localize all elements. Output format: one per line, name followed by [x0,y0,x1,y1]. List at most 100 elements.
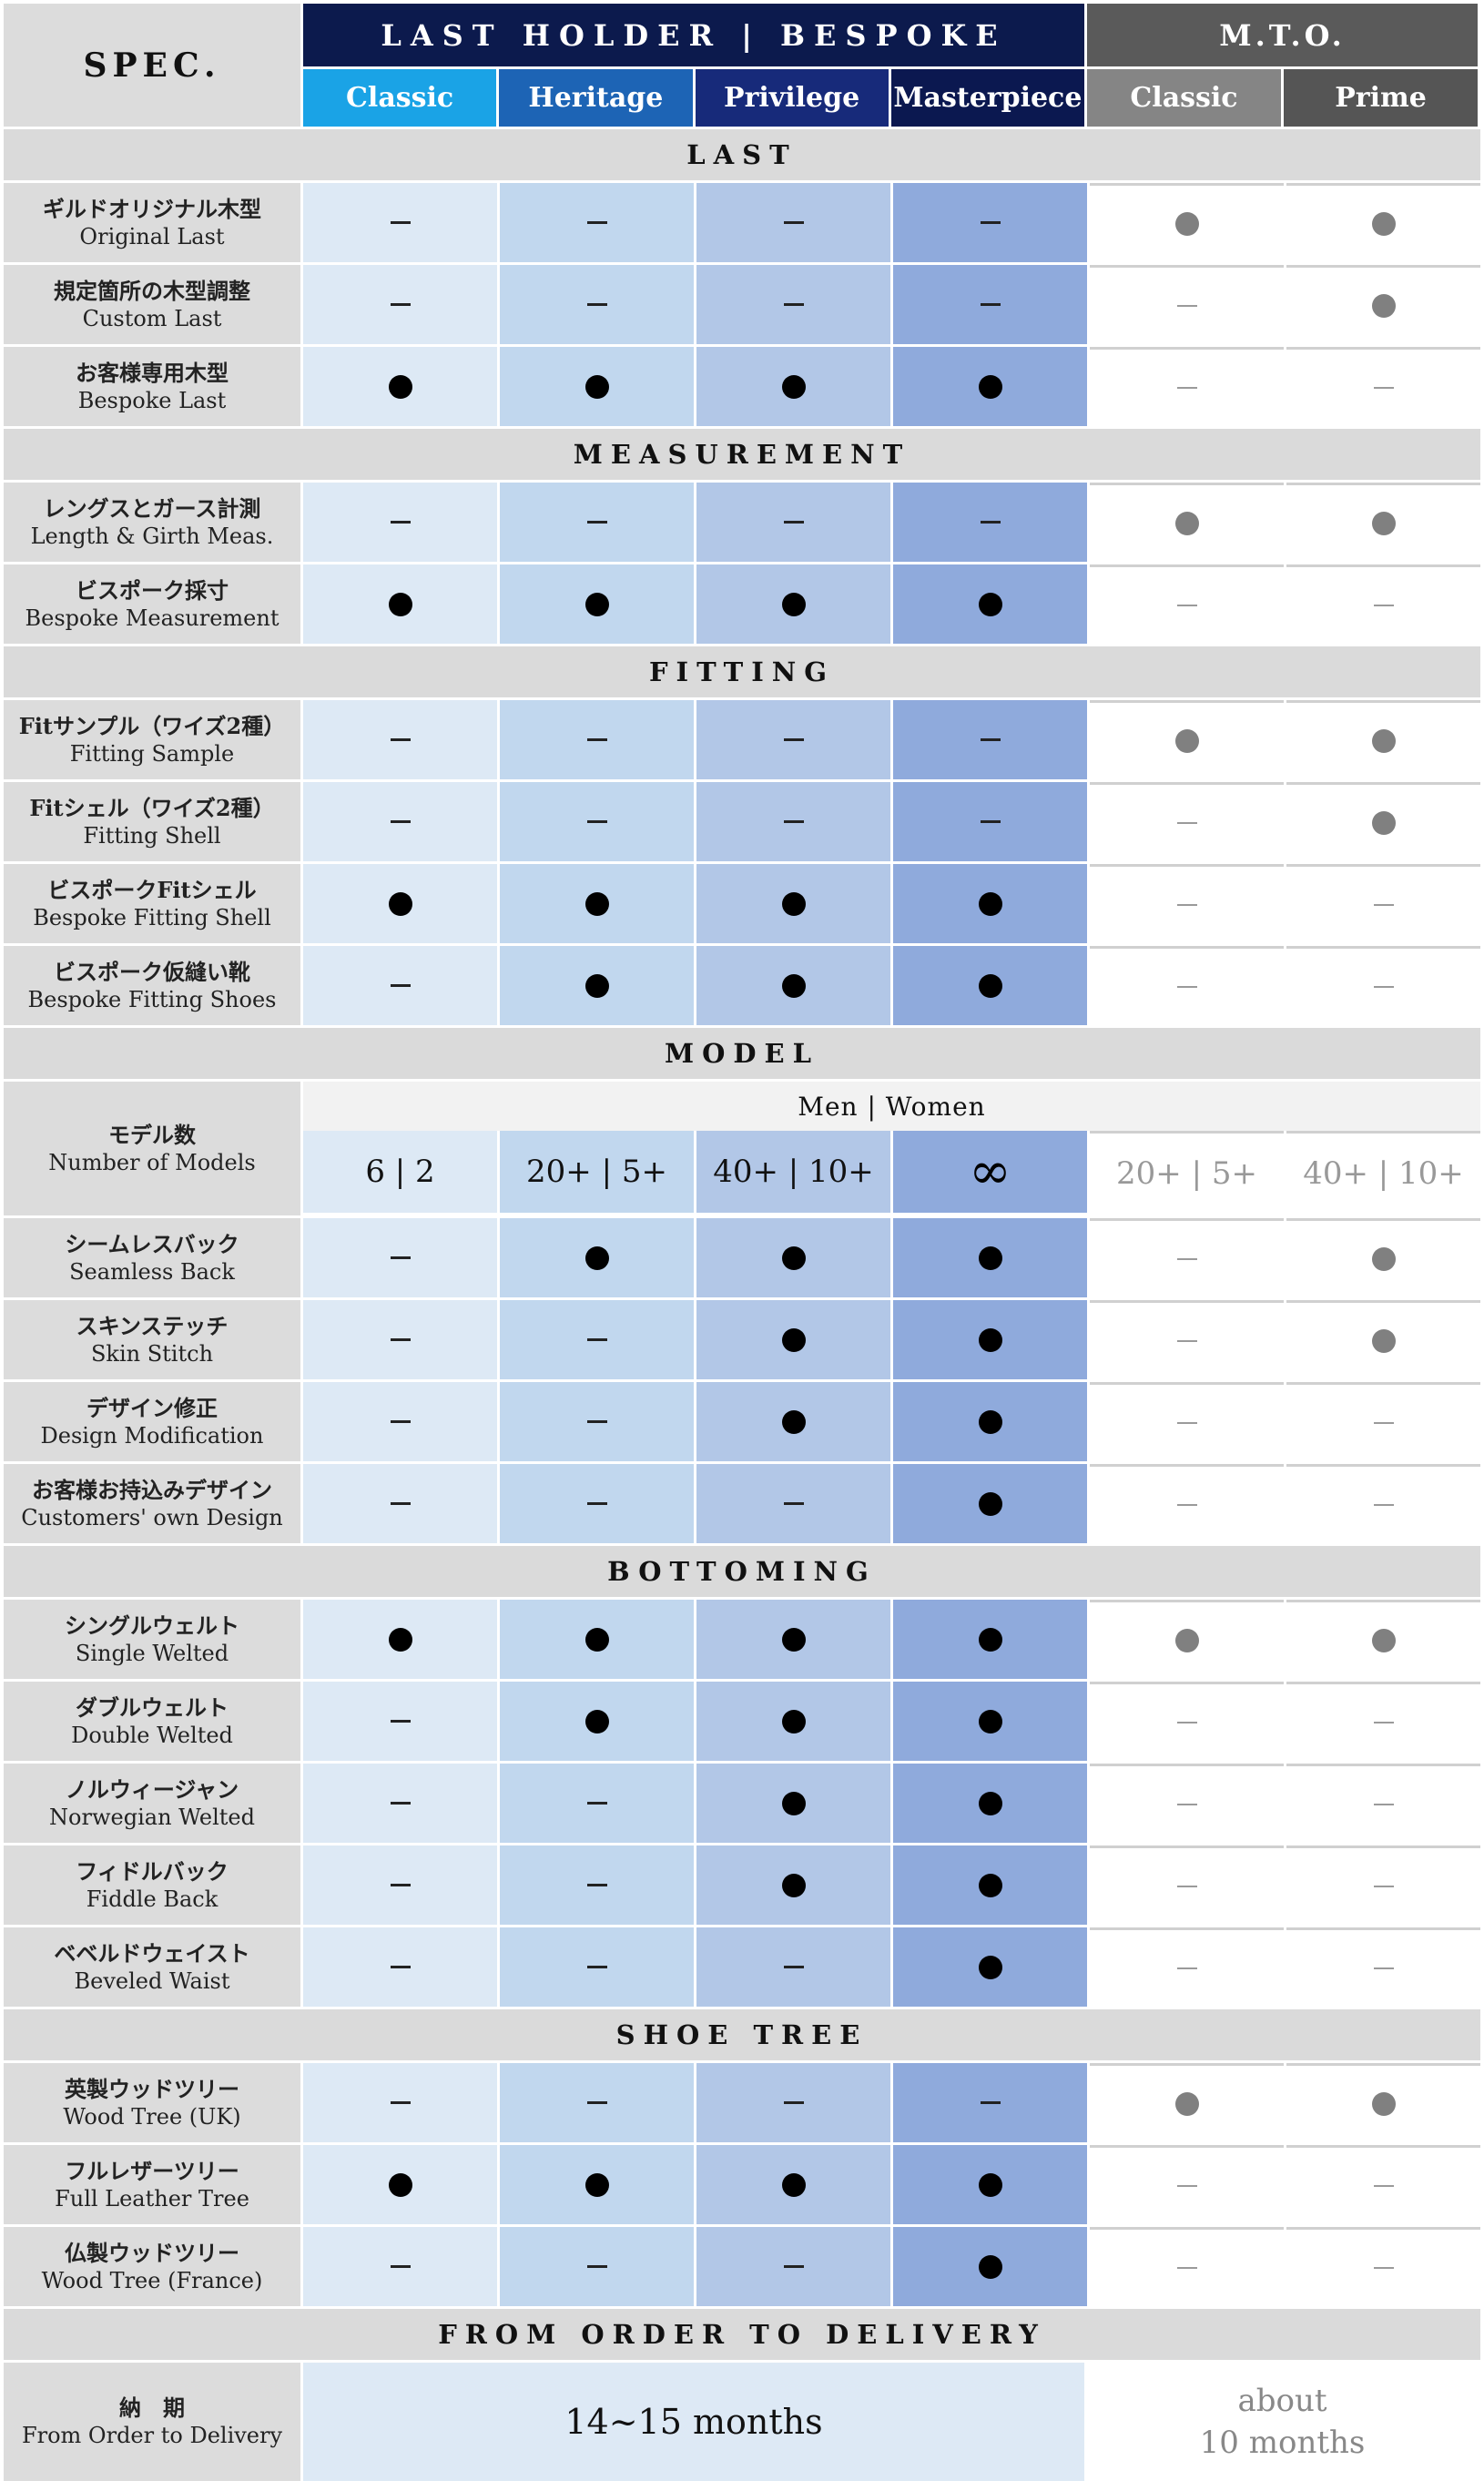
column-privilege: Privilege [695,69,889,127]
included-dot-icon [1174,2092,1199,2116]
row-label-jp: シングルウェルト [65,1612,239,1639]
row-label: シームレスバック Seamless Back [4,1218,300,1297]
not-included-dash-icon [1373,1886,1394,1887]
cell-heritage [500,1845,694,1925]
not-included-dash-icon [1373,1804,1394,1805]
cell-privilege [696,347,890,426]
row-label-en: Bespoke Measurement [25,605,280,631]
cell-privilege [696,1682,890,1761]
row-label: Fitシェル（ワイズ2種） Fitting Shell [4,782,300,861]
cell-mto-classic [1090,1300,1284,1379]
cell-heritage [500,2063,694,2142]
cell-mto-prime [1286,946,1480,1025]
row-label-en: Beveled Waist [74,1967,230,1994]
cell-mto-classic [1090,1845,1284,1925]
included-dot-icon [1371,512,1396,535]
included-dot-icon [781,592,806,616]
cell-heritage [500,864,694,943]
cell-classic [303,564,497,644]
cell-mto-classic [1090,864,1284,943]
row-label: フィドルバック Fiddle Back [4,1845,300,1925]
cell-mto-prime [1286,1464,1480,1543]
cell-privilege [696,1382,890,1461]
models-label: モデル数 Number of Models [4,1082,300,1215]
cell-mto-prime [1286,864,1480,943]
cell-mto-classic [1090,1764,1284,1843]
models-privilege: 40+ | 10+ [696,1131,890,1213]
row-label-jp: シームレスバック [65,1230,239,1257]
column-classic: Classic [303,69,497,127]
not-included-dash-icon [783,738,804,741]
row-label: フルレザーツリー Full Leather Tree [4,2145,300,2224]
cell-privilege [696,2227,890,2306]
not-included-dash-icon [1373,387,1394,389]
not-included-dash-icon [980,738,1001,741]
cell-heritage [500,2227,694,2306]
cell-masterpiece [893,1300,1087,1379]
cell-classic [303,700,497,779]
cell-privilege [696,946,890,1025]
cell-classic [303,1300,497,1379]
cell-classic [303,183,497,262]
row-label-en: Fiddle Back [86,1886,219,1912]
not-included-dash-icon [1176,605,1197,606]
not-included-dash-icon [586,820,607,823]
section-fitting: FITTING [4,646,1480,697]
included-dot-icon [1174,212,1199,236]
included-dot-icon [978,2254,1002,2279]
cell-heritage [500,1682,694,1761]
cell-mto-classic [1090,1464,1284,1543]
cell-masterpiece [893,1927,1087,2007]
not-included-dash-icon [586,1502,607,1505]
cell-heritage [500,1764,694,1843]
not-included-dash-icon [1176,904,1197,906]
not-included-dash-icon [390,1256,411,1259]
cell-mto-classic [1090,1600,1284,1679]
row-label: 仏製ウッドツリー Wood Tree (France) [4,2227,300,2306]
not-included-dash-icon [783,1502,804,1505]
table-row: ダブルウェルト Double Welted [4,1682,1480,1761]
included-dot-icon [1371,1329,1396,1353]
cell-classic [303,1845,497,1925]
included-dot-icon [781,1327,806,1352]
cell-heritage [500,2145,694,2224]
table-row: シングルウェルト Single Welted [4,1600,1480,1679]
included-dot-icon [388,374,412,399]
not-included-dash-icon [1176,2185,1197,2187]
bespoke-header: LAST HOLDER | BESPOKE [303,4,1084,66]
cell-classic [303,1682,497,1761]
mto-header: M.T.O. [1087,4,1478,66]
included-dot-icon [584,973,609,998]
delivery-label-en: From Order to Delivery [21,2423,283,2448]
cell-privilege [696,1764,890,1843]
column-mto-prime: Prime [1284,69,1478,127]
row-label-en: Full Leather Tree [55,2185,249,2211]
table-row: フィドルバック Fiddle Back [4,1845,1480,1925]
included-dot-icon [584,1627,609,1652]
table-row: レングスとガース計測 Length & Girth Meas. [4,483,1480,562]
row-label-en: Seamless Back [69,1258,235,1285]
cell-classic [303,1464,497,1543]
table-row: ビスポーク仮縫い靴 Bespoke Fitting Shoes [4,946,1480,1025]
table-row: お客様専用木型 Bespoke Last [4,347,1480,426]
row-label-en: Design Modification [40,1422,264,1449]
cell-mto-prime [1286,782,1480,861]
not-included-dash-icon [390,303,411,306]
cell-privilege [696,265,890,344]
not-included-dash-icon [390,984,411,987]
models-label-en: Number of Models [48,1149,256,1175]
cell-mto-prime [1286,1845,1480,1925]
not-included-dash-icon [1176,2267,1197,2269]
cell-privilege [696,1845,890,1925]
cell-classic [303,1600,497,1679]
not-included-dash-icon [1176,822,1197,824]
not-included-dash-icon [586,1420,607,1423]
table-row: Fitシェル（ワイズ2種） Fitting Shell [4,782,1480,861]
row-label-jp: Fitサンプル（ワイズ2種） [18,712,286,739]
cell-masterpiece [893,265,1087,344]
not-included-dash-icon [1373,986,1394,988]
included-dot-icon [388,891,412,916]
cell-mto-prime [1286,1682,1480,1761]
cell-privilege [696,1464,890,1543]
cell-privilege [696,564,890,644]
